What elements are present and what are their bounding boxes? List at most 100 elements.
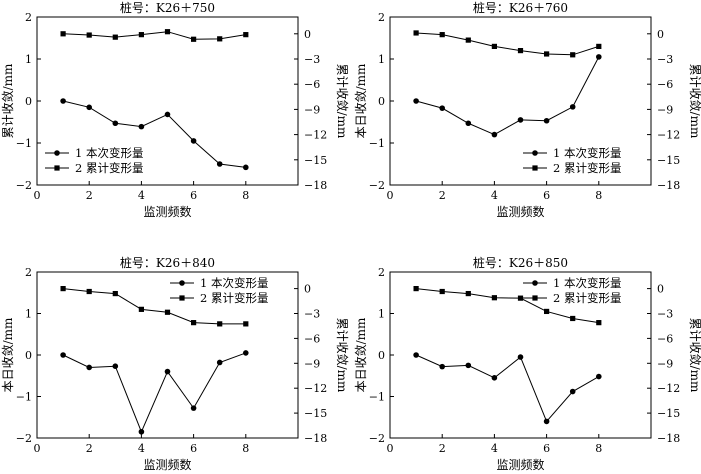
data-point-circle — [60, 98, 66, 104]
legend-label: 2 累计变形量 — [553, 291, 621, 305]
data-point-square — [217, 321, 223, 327]
y-left-axis-title: 本日收敛/mm — [0, 317, 15, 392]
data-point-circle — [439, 363, 446, 370]
y-left-tick-label: −2 — [16, 432, 32, 445]
data-point-circle — [413, 98, 419, 104]
x-tick-label: 6 — [543, 189, 550, 202]
data-point-circle — [543, 418, 550, 425]
data-point-square — [164, 29, 171, 35]
x-tick-label: 0 — [387, 442, 394, 455]
y-right-tick-label: −12 — [657, 129, 680, 142]
x-axis-title: 监测频数 — [143, 204, 191, 219]
legend-label: 2 累计变形量 — [553, 161, 621, 175]
y-right-tick-label: −18 — [304, 432, 327, 445]
y-left-tick-label: 1 — [25, 308, 32, 321]
data-point-square — [544, 51, 550, 57]
y-left-tick-label: 2 — [25, 11, 32, 24]
y-left-tick-label: −1 — [369, 137, 385, 150]
x-tick-label: 6 — [543, 442, 550, 455]
legend-label: 1 本次变形量 — [200, 276, 268, 290]
y-left-tick-label: 0 — [25, 95, 32, 108]
y-right-tick-label: −18 — [657, 179, 680, 192]
data-point-square — [191, 320, 197, 326]
legend-label: 1 本次变形量 — [553, 146, 621, 160]
y-left-tick-label: 0 — [25, 349, 32, 362]
y-left-tick-label: −2 — [369, 432, 385, 445]
y-right-tick-label: 0 — [657, 28, 664, 41]
chart-title: 桩号：K26＋840 — [120, 255, 215, 270]
legend-label: 1 本次变形量 — [75, 146, 143, 160]
y-right-axis-title: 累计收敛/mm — [688, 64, 701, 139]
y-left-axis-title: 累计收敛/mm — [0, 63, 15, 138]
data-point-circle — [138, 428, 145, 435]
data-point-square — [112, 290, 118, 297]
y-right-tick-label: −9 — [657, 103, 673, 116]
series-line-1 — [415, 56, 600, 136]
legend-marker-square — [179, 295, 185, 301]
x-tick-label: 2 — [86, 189, 93, 202]
series-line-1 — [415, 354, 600, 423]
y-left-tick-label: 1 — [378, 53, 385, 66]
data-point-square — [517, 48, 524, 54]
x-tick-label: 0 — [34, 442, 41, 455]
y-right-tick-label: −15 — [304, 154, 327, 167]
series-line-2 — [416, 288, 599, 324]
data-point-circle — [491, 375, 498, 381]
x-axis-title: 监测频数 — [496, 204, 544, 219]
data-point-circle — [543, 117, 550, 124]
legend-label: 2 累计变形量 — [200, 291, 268, 305]
series-line-2 — [63, 288, 246, 325]
data-point-circle — [112, 120, 119, 127]
y-right-tick-label: −9 — [304, 357, 320, 370]
data-point-square — [544, 308, 550, 315]
data-point-square — [60, 31, 66, 37]
y-left-axis-title: 本日收敛/mm — [353, 63, 368, 138]
y-right-tick-label: 0 — [304, 283, 311, 296]
data-point-square — [570, 52, 576, 58]
data-point-square — [491, 43, 497, 49]
data-point-circle — [190, 138, 197, 144]
y-right-tick-label: −12 — [304, 129, 327, 142]
series-line-1 — [62, 352, 246, 434]
data-point-square — [439, 32, 445, 38]
data-point-square — [217, 36, 223, 42]
y-right-tick-label: −12 — [304, 382, 327, 395]
y-right-tick-label: −18 — [657, 432, 680, 445]
y-left-tick-label: −1 — [16, 391, 32, 404]
series-line-1 — [62, 100, 246, 168]
data-point-circle — [491, 131, 498, 138]
data-point-circle — [596, 373, 602, 380]
data-point-square — [112, 34, 118, 40]
y-right-tick-label: −6 — [304, 332, 320, 345]
data-point-circle — [190, 405, 197, 411]
data-point-circle — [216, 359, 223, 366]
data-point-square — [413, 286, 419, 292]
y-right-axis-title: 累计收敛/mm — [335, 318, 350, 393]
legend-label: 2 累计变形量 — [75, 161, 143, 175]
data-point-circle — [413, 352, 419, 358]
data-point-square — [60, 286, 66, 292]
data-point-square — [138, 32, 144, 38]
y-right-tick-label: −3 — [657, 308, 673, 321]
x-tick-label: 2 — [86, 442, 93, 455]
series-line-2 — [63, 31, 246, 40]
y-right-axis-title: 累计收敛/mm — [335, 64, 350, 139]
legend-marker-circle — [54, 150, 60, 156]
data-point-circle — [86, 104, 92, 111]
y-right-tick-label: −6 — [304, 78, 320, 91]
data-point-circle — [216, 161, 223, 167]
data-point-circle — [112, 363, 119, 370]
y-right-tick-label: −9 — [657, 357, 673, 370]
data-point-circle — [569, 388, 576, 395]
x-tick-label: 4 — [138, 189, 145, 202]
y-left-tick-label: 2 — [25, 266, 32, 279]
y-right-tick-label: 0 — [304, 28, 311, 41]
x-tick-label: 4 — [491, 442, 498, 455]
data-point-circle — [596, 54, 602, 60]
data-point-circle — [465, 120, 472, 127]
